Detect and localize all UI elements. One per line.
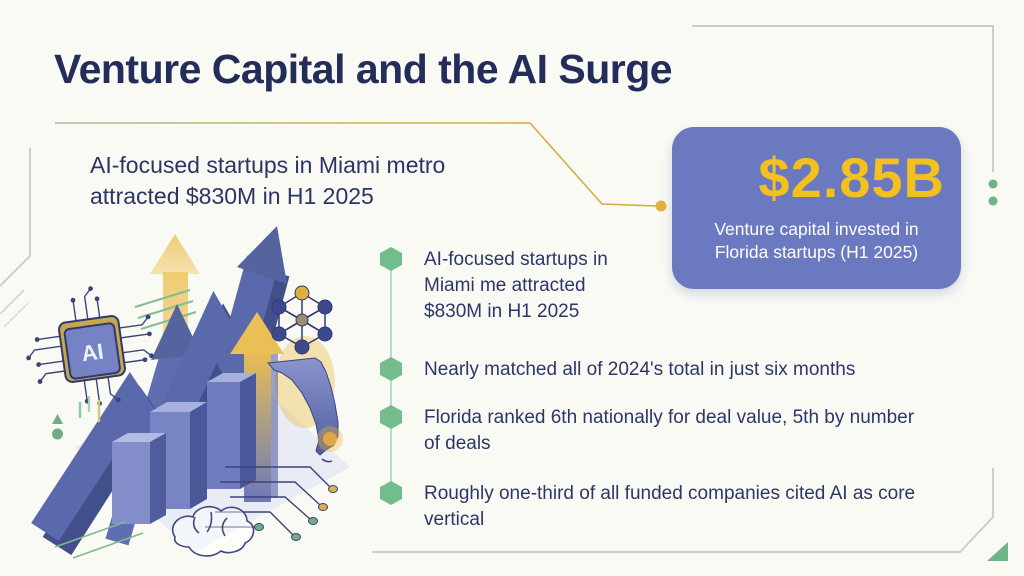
list-item: Roughly one-third of all funded companie… [380, 481, 934, 533]
hexagon-icon [380, 481, 402, 505]
bullet-text: Florida ranked 6th nationally for deal v… [424, 407, 915, 454]
list-item: Nearly matched all of 2024's total in ju… [380, 357, 855, 383]
florida-map-icon [267, 357, 343, 463]
bullet-text: Roughly one-third of all funded companie… [424, 483, 916, 530]
green-triangle-icon [987, 542, 1008, 561]
bullet-text: AI-focused startups in Miami me attracte… [424, 249, 608, 322]
stat-label-line1: Venture capital invested in [714, 219, 919, 239]
chip-label: AI [80, 339, 105, 367]
list-item: Florida ranked 6th nationally for deal v… [380, 405, 929, 457]
green-dot-icon [988, 179, 998, 189]
stat-card: $2.85B Venture capital invested in Flori… [672, 127, 961, 289]
subtitle: AI-focused startups in Miami metro attra… [90, 150, 445, 212]
stat-label-line2: Florida startups (H1 2025) [714, 242, 919, 262]
brain-icon [171, 505, 255, 557]
circuit-trace-dots [254, 485, 338, 541]
hexagon-icon [380, 247, 402, 271]
green-accent-shapes [52, 396, 101, 440]
ai-chip-icon: AI [26, 286, 154, 406]
growth-illustration: AI [26, 226, 350, 559]
bar-chart-columns-icon [112, 373, 256, 524]
neural-network-icon [271, 285, 333, 355]
bullet-text: Nearly matched all of 2024's total in ju… [424, 359, 856, 380]
stat-label: Venture capital invested in Florida star… [672, 218, 961, 264]
green-diagonal-lines [54, 521, 144, 559]
hexagon-icon [380, 357, 402, 381]
list-item: AI-focused startups in Miami me attracte… [380, 247, 632, 325]
hexagon-icon [380, 405, 402, 429]
subtitle-line1: AI-focused startups in Miami metro [90, 152, 446, 178]
page-title: Venture Capital and the AI Surge [54, 46, 673, 92]
bullet-list: AI-focused startups in Miami me attracte… [378, 0, 958, 576]
stat-value: $2.85B [758, 146, 945, 209]
green-dot-icon [988, 196, 998, 206]
subtitle-line2: attracted $830M in H1 2025 [90, 183, 374, 209]
